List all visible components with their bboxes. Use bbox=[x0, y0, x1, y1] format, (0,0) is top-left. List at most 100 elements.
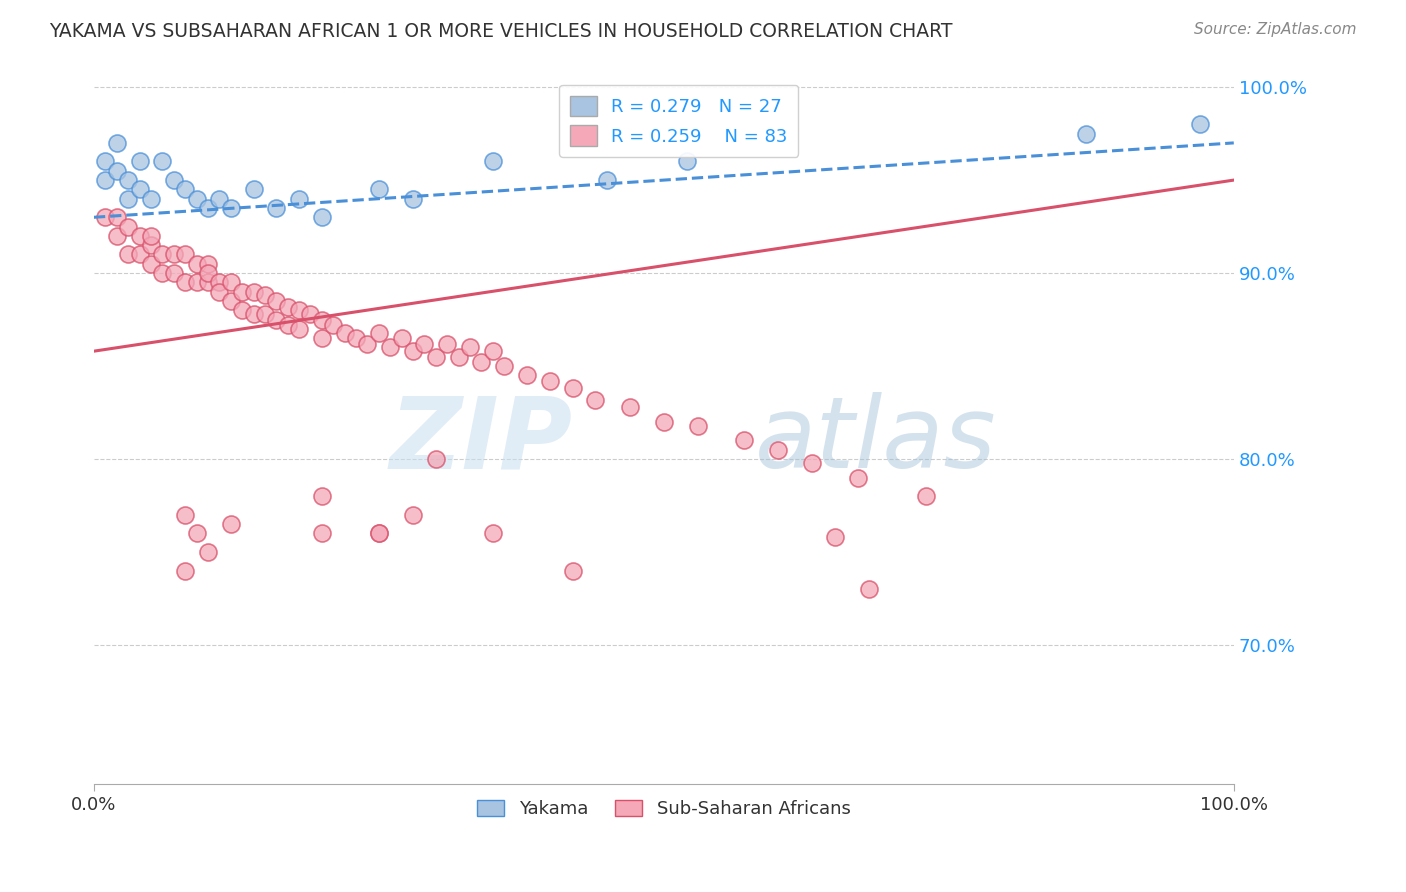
Point bbox=[801, 456, 824, 470]
Point bbox=[94, 211, 117, 225]
Point bbox=[425, 452, 447, 467]
Point bbox=[1074, 127, 1097, 141]
Point bbox=[482, 526, 505, 541]
Text: atlas: atlas bbox=[755, 392, 997, 490]
Point bbox=[150, 154, 173, 169]
Point bbox=[94, 154, 117, 169]
Point bbox=[561, 381, 583, 395]
Point bbox=[413, 336, 436, 351]
Point bbox=[288, 192, 311, 206]
Point bbox=[686, 418, 709, 433]
Point bbox=[322, 318, 344, 332]
Point bbox=[652, 415, 675, 429]
Point bbox=[266, 201, 288, 215]
Point bbox=[174, 508, 197, 522]
Point bbox=[311, 211, 333, 225]
Point bbox=[311, 331, 333, 345]
Point bbox=[163, 247, 186, 261]
Point bbox=[186, 276, 208, 290]
Point bbox=[117, 219, 139, 234]
Point bbox=[858, 582, 880, 597]
Point bbox=[1188, 117, 1211, 131]
Point bbox=[367, 526, 389, 541]
Point bbox=[150, 247, 173, 261]
Point bbox=[482, 344, 505, 359]
Point bbox=[344, 331, 367, 345]
Point bbox=[311, 489, 333, 503]
Point bbox=[288, 303, 311, 318]
Point bbox=[174, 182, 197, 196]
Point bbox=[186, 192, 208, 206]
Point bbox=[208, 192, 231, 206]
Point bbox=[299, 307, 322, 321]
Point bbox=[174, 247, 197, 261]
Point bbox=[447, 350, 470, 364]
Point bbox=[105, 163, 128, 178]
Point bbox=[619, 400, 641, 414]
Point bbox=[197, 201, 219, 215]
Point bbox=[253, 288, 276, 302]
Point bbox=[150, 266, 173, 280]
Point bbox=[436, 336, 458, 351]
Point bbox=[266, 293, 288, 308]
Point bbox=[253, 307, 276, 321]
Point bbox=[128, 182, 150, 196]
Point bbox=[139, 238, 162, 252]
Point bbox=[128, 228, 150, 243]
Point bbox=[846, 470, 869, 484]
Point bbox=[219, 293, 242, 308]
Point bbox=[105, 136, 128, 150]
Point bbox=[242, 307, 264, 321]
Point bbox=[242, 182, 264, 196]
Point bbox=[367, 326, 389, 340]
Point bbox=[128, 154, 150, 169]
Point bbox=[208, 285, 231, 299]
Point bbox=[186, 526, 208, 541]
Point bbox=[231, 285, 253, 299]
Point bbox=[367, 182, 389, 196]
Point bbox=[219, 201, 242, 215]
Point bbox=[470, 355, 492, 369]
Point bbox=[219, 517, 242, 532]
Point bbox=[186, 257, 208, 271]
Point bbox=[596, 173, 619, 187]
Text: ZIP: ZIP bbox=[389, 392, 572, 490]
Legend: Yakama, Sub-Saharan Africans: Yakama, Sub-Saharan Africans bbox=[470, 793, 858, 825]
Point bbox=[139, 192, 162, 206]
Point bbox=[380, 341, 402, 355]
Point bbox=[824, 530, 846, 544]
Point bbox=[277, 300, 299, 314]
Point bbox=[105, 211, 128, 225]
Point bbox=[458, 341, 481, 355]
Point bbox=[197, 257, 219, 271]
Point bbox=[733, 434, 755, 448]
Point bbox=[117, 247, 139, 261]
Point bbox=[117, 173, 139, 187]
Point bbox=[367, 526, 389, 541]
Point bbox=[538, 374, 561, 388]
Point bbox=[915, 489, 938, 503]
Point bbox=[105, 228, 128, 243]
Point bbox=[675, 154, 697, 169]
Point bbox=[277, 318, 299, 332]
Point bbox=[242, 285, 264, 299]
Point bbox=[333, 326, 356, 340]
Text: Source: ZipAtlas.com: Source: ZipAtlas.com bbox=[1194, 22, 1357, 37]
Point bbox=[311, 526, 333, 541]
Point bbox=[482, 154, 505, 169]
Point bbox=[219, 276, 242, 290]
Point bbox=[425, 350, 447, 364]
Point bbox=[402, 344, 425, 359]
Point bbox=[391, 331, 413, 345]
Point bbox=[174, 564, 197, 578]
Point bbox=[139, 228, 162, 243]
Text: YAKAMA VS SUBSAHARAN AFRICAN 1 OR MORE VEHICLES IN HOUSEHOLD CORRELATION CHART: YAKAMA VS SUBSAHARAN AFRICAN 1 OR MORE V… bbox=[49, 22, 953, 41]
Point bbox=[402, 508, 425, 522]
Point bbox=[266, 312, 288, 326]
Point bbox=[174, 276, 197, 290]
Point bbox=[197, 266, 219, 280]
Point bbox=[231, 303, 253, 318]
Point bbox=[766, 442, 789, 457]
Point bbox=[494, 359, 516, 373]
Point bbox=[516, 368, 538, 383]
